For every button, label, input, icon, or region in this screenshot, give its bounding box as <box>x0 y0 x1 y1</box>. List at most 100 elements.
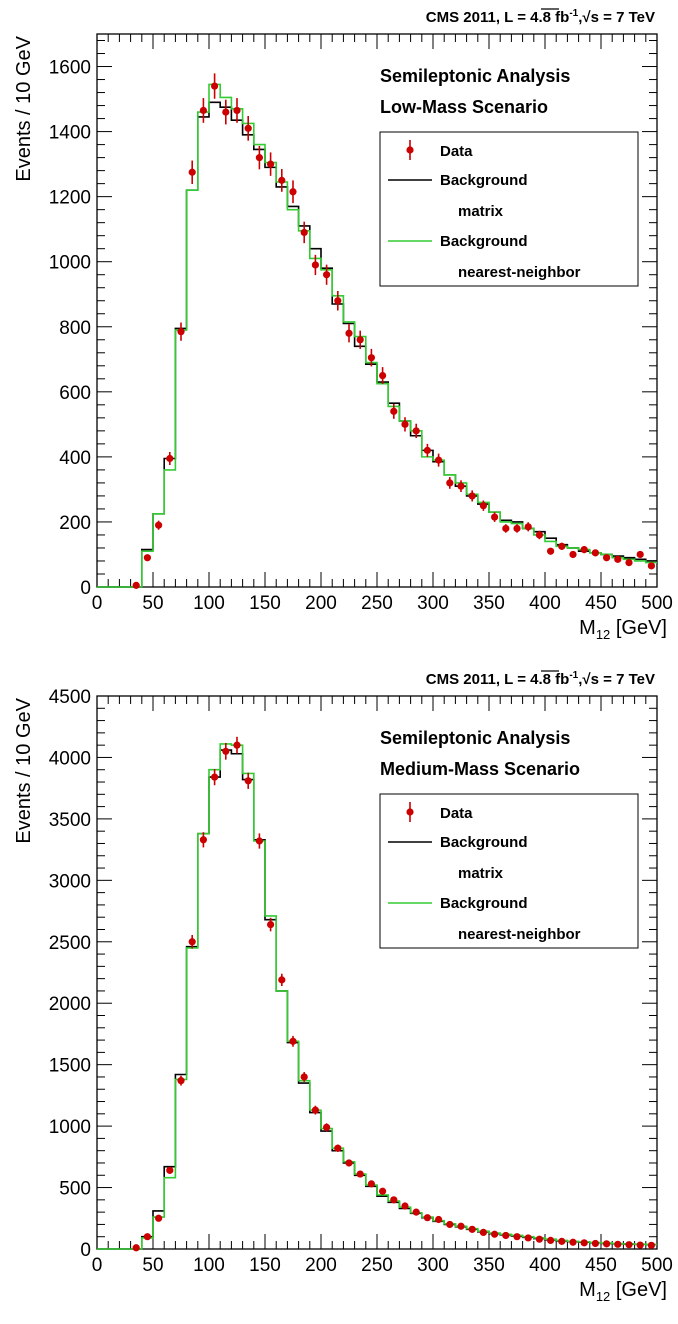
x-tick-label: 400 <box>529 593 561 614</box>
x-tick-label: 400 <box>529 1255 561 1276</box>
data-point <box>513 1233 521 1241</box>
data-point <box>625 1241 633 1249</box>
y-tick-label: 500 <box>59 1179 91 1200</box>
data-point <box>345 329 353 337</box>
data-point <box>647 1241 656 1249</box>
data-point <box>603 554 611 562</box>
data-point <box>636 1241 644 1249</box>
legend-nn-label1: Background <box>440 233 528 250</box>
data-point <box>491 1230 499 1238</box>
data-point <box>379 371 387 380</box>
data-point <box>211 82 219 90</box>
data-point <box>558 542 566 550</box>
data-point <box>524 1234 532 1242</box>
data-point <box>255 154 263 162</box>
data-point <box>278 976 286 984</box>
y-tick-label: 0 <box>80 578 91 599</box>
y-tick-label: 3500 <box>49 810 91 831</box>
data-point <box>479 502 487 510</box>
data-point <box>412 1208 420 1216</box>
y-tick-label: 1200 <box>49 188 91 209</box>
data-point <box>211 773 219 781</box>
plot-header: CMS 2011, L = 4.8 fb-1,√s = 7 TeV <box>426 8 655 26</box>
legend-nn-label2: nearest-neighbor <box>458 926 581 943</box>
x-tick-label: 150 <box>249 1255 281 1276</box>
data-point <box>446 479 454 487</box>
data-point <box>625 559 633 567</box>
x-tick-label: 250 <box>361 1255 393 1276</box>
data-point <box>177 1077 185 1085</box>
x-tick-label: 50 <box>142 1255 163 1276</box>
x-tick-label: 350 <box>473 593 505 614</box>
data-point <box>435 456 443 464</box>
data-point <box>166 1166 174 1174</box>
data-point <box>569 550 577 559</box>
y-tick-label: 400 <box>59 448 91 469</box>
legend-nn-label1: Background <box>440 895 528 912</box>
x-tick-label: 100 <box>193 1255 225 1276</box>
data-point <box>468 492 476 500</box>
data-point <box>311 261 319 269</box>
x-tick-label: 300 <box>417 1255 449 1276</box>
data-point <box>435 1215 443 1224</box>
data-point <box>636 550 644 559</box>
data-point <box>457 1222 465 1230</box>
data-point <box>367 1180 375 1188</box>
data-point <box>356 1170 364 1178</box>
data-point <box>423 1214 431 1222</box>
legend-matrix-label1: Background <box>440 172 528 189</box>
data-point <box>199 106 207 115</box>
x-axis-title: M12 [GeV] <box>579 1279 667 1304</box>
data-point <box>233 106 241 115</box>
data-point <box>390 1196 398 1204</box>
y-tick-label: 2000 <box>49 994 91 1015</box>
data-point <box>468 1225 476 1233</box>
data-point <box>502 524 510 533</box>
y-tick-label: 4500 <box>49 687 91 708</box>
y-tick-label: 4000 <box>49 748 91 769</box>
data-point <box>603 1240 611 1248</box>
y-tick-label: 0 <box>80 1240 91 1261</box>
background-nn-histogram <box>97 83 657 588</box>
data-point <box>345 1159 353 1167</box>
background-nn-histogram <box>97 743 657 1250</box>
chart-low-mass: CMS 2011, L = 4.8 fb-1,√s = 7 TeV 0 50 100 1… <box>13 8 673 642</box>
x-axis-title: M12 [GeV] <box>579 617 667 642</box>
data-point <box>423 446 431 454</box>
x-tick-label: 200 <box>305 1255 337 1276</box>
data-point <box>457 482 465 490</box>
data-point <box>580 1239 588 1247</box>
data-point <box>155 1214 163 1222</box>
data-point <box>132 581 140 589</box>
data-point <box>479 1228 487 1237</box>
y-tick-label: 1000 <box>49 1117 91 1138</box>
data-point <box>255 837 263 845</box>
data-point <box>289 188 297 196</box>
data-point <box>143 554 151 562</box>
data-point <box>580 545 588 554</box>
legend-matrix-label1: Background <box>440 834 528 851</box>
y-tick-label: 1600 <box>49 58 91 79</box>
x-tick-label: 0 <box>92 593 103 614</box>
data-point <box>289 1037 297 1045</box>
data-point <box>569 1238 577 1246</box>
data-point <box>267 920 275 929</box>
x-tick-label: 250 <box>361 593 393 614</box>
data-point <box>513 524 521 533</box>
data-point <box>278 176 286 184</box>
data-point <box>166 454 174 463</box>
x-tick-label: 450 <box>585 593 617 614</box>
data-point <box>401 420 409 428</box>
legend-nn-label2: nearest-neighbor <box>458 264 581 281</box>
data-point <box>502 1231 510 1240</box>
data-point <box>446 1220 454 1229</box>
x-tick-label: 300 <box>417 593 449 614</box>
legend-data-marker <box>406 146 414 154</box>
y-axis-title: Events / 10 GeV <box>13 35 35 181</box>
data-point <box>188 938 196 946</box>
x-tick-label: 500 <box>641 1255 673 1276</box>
annotation-line2: Medium-Mass Scenario <box>380 759 580 779</box>
data-point <box>233 741 241 749</box>
x-tick-label: 500 <box>641 593 673 614</box>
data-point <box>547 547 555 555</box>
